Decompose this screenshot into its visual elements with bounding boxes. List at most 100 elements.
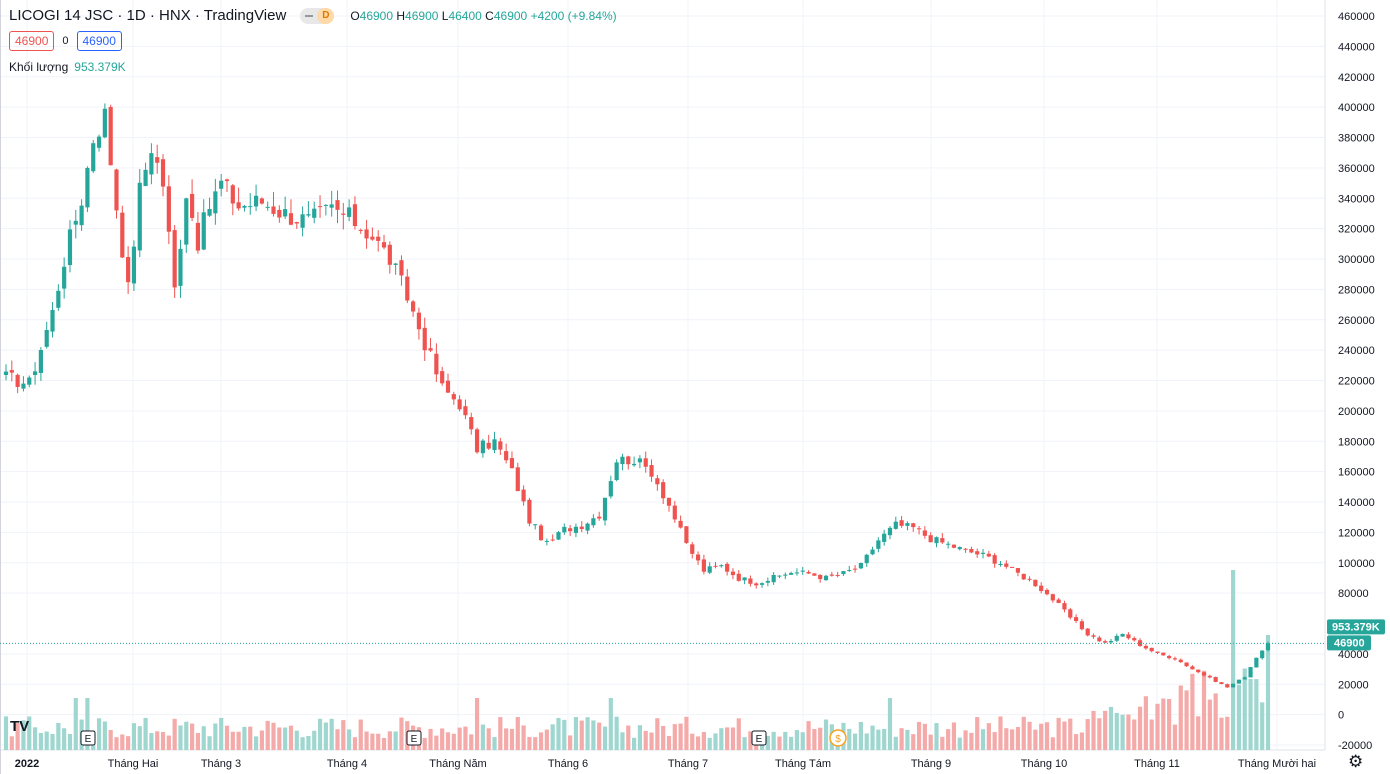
candle-body[interactable] <box>393 263 398 265</box>
candle-body[interactable] <box>631 463 637 466</box>
interval-toggle[interactable]: D <box>300 7 335 24</box>
candle-body[interactable] <box>626 456 631 465</box>
candle-body[interactable] <box>1213 677 1218 682</box>
candle-body[interactable] <box>155 157 160 163</box>
candle-body[interactable] <box>381 242 387 248</box>
candle-body[interactable] <box>928 535 933 543</box>
candle-body[interactable] <box>916 528 922 530</box>
candle-body[interactable] <box>457 399 462 410</box>
candle-body[interactable] <box>597 516 602 519</box>
candle-body[interactable] <box>841 571 846 575</box>
candle-body[interactable] <box>32 371 38 375</box>
candle-body[interactable] <box>474 429 480 453</box>
candle-body[interactable] <box>253 195 259 207</box>
candle-body[interactable] <box>352 204 358 227</box>
candle-body[interactable] <box>602 497 608 521</box>
candle-body[interactable] <box>998 563 1003 565</box>
candle-body[interactable] <box>166 186 171 232</box>
candle-body[interactable] <box>434 353 439 375</box>
candle-body[interactable] <box>1155 651 1160 653</box>
candle-body[interactable] <box>143 169 148 186</box>
candle-body[interactable] <box>672 505 677 520</box>
candle-body[interactable] <box>463 406 468 416</box>
candle-body[interactable] <box>114 169 119 211</box>
candle-body[interactable] <box>480 440 485 454</box>
candle-body[interactable] <box>1143 645 1148 649</box>
candle-body[interactable] <box>568 528 573 532</box>
candle-body[interactable] <box>684 526 689 543</box>
candle-body[interactable] <box>213 191 218 214</box>
candle-body[interactable] <box>283 209 288 217</box>
candle-body[interactable] <box>56 290 61 308</box>
candle-body[interactable] <box>15 374 20 387</box>
candle-body[interactable] <box>876 540 881 549</box>
candle-body[interactable] <box>666 497 672 506</box>
candle-body[interactable] <box>905 523 910 526</box>
candle-body[interactable] <box>818 574 823 580</box>
candle-body[interactable] <box>91 143 96 172</box>
candle-body[interactable] <box>707 566 712 573</box>
candle-body[interactable] <box>1050 594 1055 601</box>
candle-body[interactable] <box>1120 633 1125 637</box>
candle-body[interactable] <box>1219 682 1224 684</box>
candle-body[interactable] <box>207 208 212 216</box>
candle-body[interactable] <box>300 214 305 228</box>
candle-body[interactable] <box>1225 684 1230 688</box>
candle-body[interactable] <box>1033 579 1038 587</box>
candle-body[interactable] <box>1265 643 1271 651</box>
candle-body[interactable] <box>149 153 154 175</box>
candle-body[interactable] <box>1010 566 1015 568</box>
candle-body[interactable] <box>248 206 253 208</box>
candle-body[interactable] <box>759 583 765 585</box>
candle-body[interactable] <box>1260 650 1265 659</box>
candle-body[interactable] <box>347 207 352 217</box>
candle-body[interactable] <box>992 555 997 564</box>
candle-body[interactable] <box>399 260 404 276</box>
candle-body[interactable] <box>67 229 73 266</box>
candle-body[interactable] <box>533 524 538 526</box>
candle-body[interactable] <box>783 574 788 576</box>
candle-body[interactable] <box>79 205 84 226</box>
candle-body[interactable] <box>230 185 235 204</box>
candle-body[interactable] <box>62 266 67 289</box>
candle-body[interactable] <box>1039 585 1044 592</box>
candle-body[interactable] <box>550 539 555 541</box>
candle-body[interactable] <box>1068 609 1073 618</box>
candle-body[interactable] <box>1108 641 1114 643</box>
dividend-marker[interactable] <box>829 729 847 747</box>
candle-body[interactable] <box>957 547 962 550</box>
candle-body[interactable] <box>934 537 939 544</box>
volume-label[interactable]: Khối lượng <box>9 60 69 74</box>
candle-body[interactable] <box>504 451 509 461</box>
candle-body[interactable] <box>614 462 619 481</box>
candle-body[interactable] <box>73 220 78 225</box>
candle-body[interactable] <box>1015 568 1021 573</box>
candle-body[interactable] <box>1027 578 1032 580</box>
candle-body[interactable] <box>899 520 904 526</box>
candle-body[interactable] <box>1097 637 1102 642</box>
candle-body[interactable] <box>730 571 736 576</box>
candle-body[interactable] <box>800 570 805 572</box>
earnings-marker[interactable] <box>80 730 96 746</box>
gear-icon[interactable]: ⚙ <box>1348 752 1364 771</box>
candle-body[interactable] <box>131 246 137 284</box>
candle-body[interactable] <box>201 212 206 250</box>
candle-body[interactable] <box>422 327 427 351</box>
bid-box[interactable]: 46900 <box>9 31 55 51</box>
candle-body[interactable] <box>195 222 201 251</box>
candle-body[interactable] <box>515 467 520 492</box>
candle-body[interactable] <box>620 456 625 465</box>
candle-body[interactable] <box>870 549 875 555</box>
candle-body[interactable] <box>370 236 375 240</box>
candle-body[interactable] <box>538 525 544 541</box>
candle-body[interactable] <box>1178 659 1183 663</box>
candle-body[interactable] <box>678 520 683 528</box>
candle-body[interactable] <box>858 562 863 569</box>
candle-body[interactable] <box>1044 589 1050 595</box>
candle-body[interactable] <box>701 559 706 572</box>
candle-body[interactable] <box>1184 662 1189 667</box>
candle-body[interactable] <box>1207 675 1212 678</box>
candle-body[interactable] <box>178 248 183 286</box>
earnings-marker[interactable] <box>406 730 422 746</box>
candle-body[interactable] <box>527 499 532 524</box>
